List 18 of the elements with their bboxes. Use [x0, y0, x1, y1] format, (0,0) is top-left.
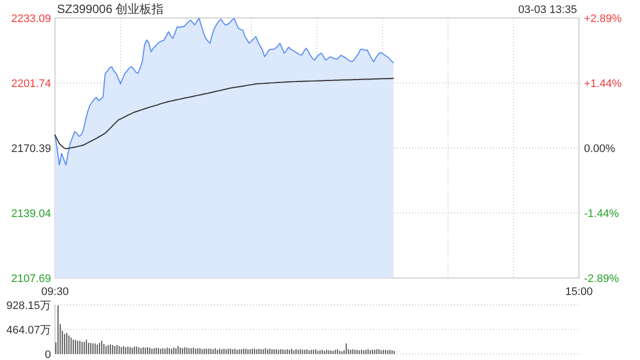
y-tick-label: 2107.69: [11, 273, 51, 285]
line-series: [54, 78, 394, 150]
x-tick-label: 09:30: [41, 286, 69, 298]
y2-tick-label: -1.44%: [584, 208, 620, 220]
y-tick-label: 0: [44, 349, 51, 360]
y2-tick-label: -2.89%: [584, 273, 620, 285]
y2-tick-label: 0.00%: [584, 143, 616, 155]
text: 03-03 13:35: [518, 4, 577, 16]
y-tick-label: 2233.09: [11, 13, 51, 25]
y-tick-label: 2201.74: [11, 78, 51, 90]
y-tick-label: 2139.04: [11, 208, 51, 220]
y-tick-label: 928.15万: [6, 300, 51, 312]
chart-title: SZ399006 创业板指: [57, 2, 164, 16]
y2-tick-label: +2.89%: [584, 13, 622, 25]
y-tick-label: 464.07万: [6, 324, 51, 336]
y-tick-label: 2170.39: [11, 143, 51, 155]
x-tick-label: 15:00: [565, 286, 593, 298]
y2-tick-label: +1.44%: [584, 78, 622, 90]
